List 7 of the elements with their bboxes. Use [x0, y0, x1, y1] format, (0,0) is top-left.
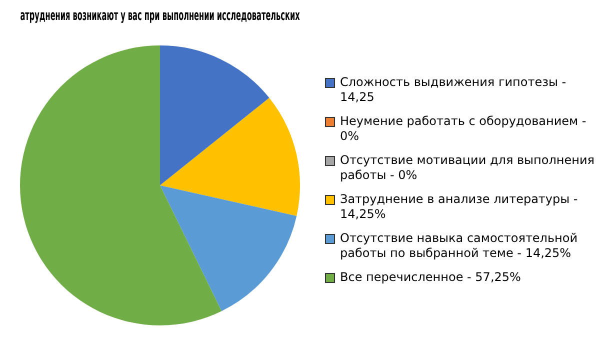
legend-label: Затруднение в анализе литературы - 14,25% [340, 192, 579, 222]
legend-label: Сложность выдвижения гипотезы - 14,25 [340, 75, 568, 105]
legend-label: Неумение работать с оборудованием - 0% [340, 114, 588, 144]
chart-title: атруднения возникают у вас при выполнении исследовательских [20, 8, 300, 24]
legend-label: Все перечисленное - 57,25% [340, 270, 521, 285]
legend-label: Отсутствие мотивации для выполнения работы - 0% [340, 153, 596, 183]
legend-label: Отсутствие навыка самостоятельной работы по выбранной теме - 14,25% [340, 231, 579, 261]
